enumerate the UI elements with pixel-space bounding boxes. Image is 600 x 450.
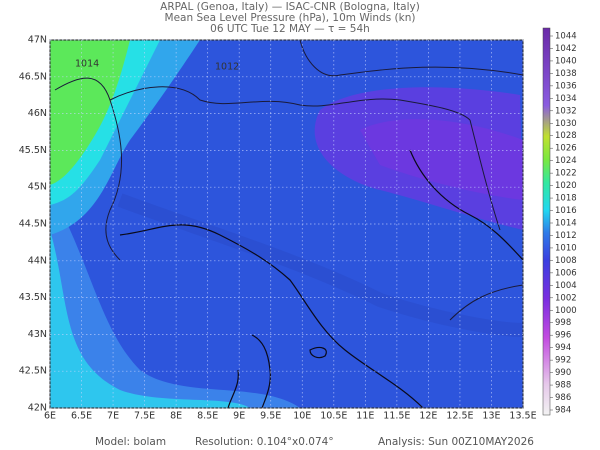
lon-tick-label: 9E [233,411,245,422]
colorbar-label: 990 [555,368,571,378]
colorbar-label: 1024 [555,156,577,166]
lon-tick-label: 7.5E [134,411,155,422]
colorbar-label: 1008 [555,256,577,266]
lon-tick-label: 8E [170,411,182,422]
lon-tick-label: 7E [107,411,119,422]
coastlines [54,39,524,409]
header-line: 06 UTC Tue 12 MAY — τ = 54h [210,23,370,35]
colorbar-label: 1002 [555,293,577,303]
colorbar-labels: 984 986 988 990 992 994 996 998 1000 1002 1004 1006… [550,32,577,416]
header-line: ARPAL (Genoa, Italy) — ISAC-CNR (Bologna… [160,1,420,13]
colorbar-label: 1010 [555,243,577,253]
colorbar-label: 1000 [555,306,577,316]
colorbar-label: 1004 [555,281,577,291]
colorbar-label: 986 [555,393,571,403]
footer-resolution: Resolution: 0.104°x0.074° [195,436,334,448]
colorbar-label: 1030 [555,119,577,129]
lat-tick-label: 45N [28,182,47,193]
lon-tick-label: 10E [293,411,311,422]
colorbar-label: 1042 [555,44,577,54]
colorbar-label: 1006 [555,268,577,278]
lon-tick-label: 9.5E [260,411,281,422]
field-1012 [50,230,250,408]
colorbar-label: 1044 [555,32,577,42]
axis-labels: 47N 46.5N 46N 45.5N 45N 44.5N 44N 43.5N 43N 42.5N… [19,35,537,422]
lat-tick-label: 47N [28,35,47,46]
colorbar-label: 1034 [555,94,577,104]
field-1010 [50,190,300,408]
colorbar-label: 998 [555,318,571,328]
lon-tick-label: 11.5E [383,411,410,422]
colorbar-label: 984 [555,406,571,416]
colorbar-label: 988 [555,381,571,391]
footer-analysis: Analysis: Sun 00Z10MAY2026 [378,436,534,448]
lat-tick-label: 44.5N [19,219,47,230]
colorbar-label: 1040 [555,56,577,66]
lon-tick-label: 13E [482,411,500,422]
lon-tick-label: 8.5E [197,411,218,422]
colorbar [542,27,551,416]
colorbar-label: 1036 [555,81,577,91]
lon-tick-label: 13.5E [509,411,536,422]
lon-tick-label: 12.5E [446,411,473,422]
colorbar-label: 994 [555,343,571,353]
lat-tick-label: 46N [28,108,47,119]
colorbar-label: 1032 [555,106,577,116]
graticule [49,39,524,409]
colorbar-label: 1018 [555,194,577,204]
colorbar-label: 1026 [555,144,577,154]
lat-tick-label: 46.5N [19,71,47,82]
lon-tick-label: 6.5E [71,411,92,422]
colorbar-label: 1016 [555,206,577,216]
lon-tick-label: 6E [44,411,56,422]
isobar-label: 1012 [215,62,239,73]
colorbar-label: 996 [555,331,571,341]
lon-tick-label: 11E [356,411,374,422]
lon-tick-label: 12E [419,411,437,422]
footer-model: Model: bolam [95,436,166,448]
header-line: Mean Sea Level Pressure (hPa), 10m Winds… [165,12,416,24]
lat-tick-label: 43.5N [19,292,47,303]
field-1002 [360,119,523,200]
colorbar-label: 992 [555,356,571,366]
colorbar-label: 1022 [555,169,577,179]
colorbar-label: 1028 [555,131,577,141]
lat-tick-label: 42N [28,403,47,414]
field-1018 [50,40,130,185]
lon-tick-label: 10.5E [320,411,347,422]
lat-tick-label: 45.5N [19,145,47,156]
colorbar-label: 1014 [555,219,577,229]
lat-tick-label: 43N [28,329,47,340]
colorbar-label: 1012 [555,231,577,241]
colorbar-label: 1020 [555,181,577,191]
isobar-label: 1014 [75,59,99,70]
colorbar-label: 1038 [555,69,577,79]
lat-tick-label: 44N [28,255,47,266]
lat-tick-label: 42.5N [19,366,47,377]
